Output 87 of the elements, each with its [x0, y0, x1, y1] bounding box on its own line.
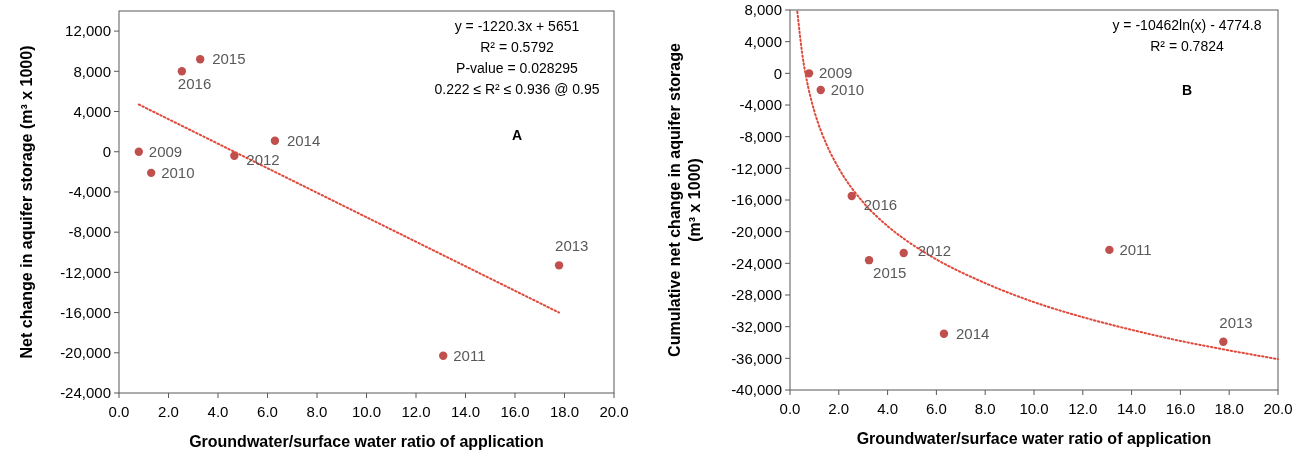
annotation: 2012: [246, 150, 280, 168]
y-tick-label: 4,000: [73, 102, 111, 120]
point: [270, 136, 280, 145]
annotation: 0.222 ≤ R² ≤ 0.936 @ 0.95: [434, 81, 600, 97]
annotation: y = -10462ln(x) - 4774.8: [1112, 17, 1262, 33]
annotation: 2016: [177, 75, 212, 93]
y-tick-label: 0: [773, 64, 782, 82]
annotation: y = -1220.3x + 5651: [454, 18, 580, 34]
x-tick-label: 10.0: [351, 403, 382, 420]
y-tick-label: -24,000: [731, 254, 782, 272]
y-tick-label: -20,000: [731, 222, 782, 240]
point: [816, 85, 825, 95]
point: [195, 55, 205, 64]
annotation: 2014: [955, 324, 990, 342]
y-tick-label: -12,000: [60, 263, 111, 281]
y-tick-label: -24,000: [60, 384, 111, 402]
annotation: 2011: [453, 346, 486, 364]
point: [554, 261, 564, 270]
x-tick-label: 12.0: [1068, 400, 1098, 417]
annotation: P-value = 0.028295: [456, 60, 579, 76]
annotation: 2013: [555, 237, 589, 255]
y-tick-label: -16,000: [60, 303, 111, 321]
y-tick-label: 0: [102, 142, 111, 160]
point: [1219, 337, 1228, 346]
x-tick-label: 4.0: [207, 403, 229, 420]
y-tick-label: -4,000: [68, 183, 111, 201]
x-tick-label: 14.0: [450, 403, 481, 420]
annotation: 2009: [148, 142, 183, 160]
y-tick-label: -8,000: [68, 223, 111, 241]
x-tick-label: 16.0: [1165, 400, 1195, 417]
point: [134, 147, 143, 156]
y-tick-label: 8,000: [744, 1, 782, 19]
point: [1105, 245, 1114, 255]
annotation: 2010: [161, 163, 195, 181]
y-tick-label: -12,000: [731, 159, 782, 177]
annotation: 2011: [1119, 240, 1152, 258]
x-tick-label: 12.0: [401, 403, 431, 420]
line-series: [796, 10, 1279, 361]
x-tick-label: 0.0: [779, 400, 801, 417]
x-tick-label: 8.0: [974, 400, 996, 417]
point: [439, 351, 448, 361]
y-tick-label: -4,000: [739, 96, 782, 114]
y-tick-label: 8,000: [73, 62, 111, 80]
x-axis-title: Groundwater/surface water ratio of application: [856, 430, 1212, 447]
annotation: 2014: [286, 131, 321, 149]
x-tick-label: 2.0: [158, 403, 179, 420]
point: [939, 329, 949, 338]
annotation: R² = 0.7824: [1150, 38, 1224, 54]
annotation: 2009: [819, 64, 853, 82]
x-tick-label: 6.0: [925, 400, 947, 417]
x-tick-label: 20.0: [1263, 400, 1293, 417]
point: [899, 248, 908, 258]
y-tick-label: -16,000: [731, 191, 782, 209]
x-tick-label: 8.0: [306, 403, 328, 420]
point: [146, 168, 156, 178]
x-tick-label: 14.0: [1117, 400, 1147, 417]
y-tick-label: -20,000: [60, 344, 111, 362]
annotation: 2016: [863, 196, 898, 214]
annotation: 2013: [1219, 313, 1253, 331]
x-tick-label: 6.0: [257, 403, 278, 420]
y-axis-title: Cumulative net change in aquifer storage (m³ x 1000): [666, 42, 703, 357]
y-tick-label: 4,000: [744, 32, 782, 50]
x-tick-label: 18.0: [1214, 400, 1244, 417]
annotation: 2015: [873, 264, 907, 282]
x-tick-label: 16.0: [500, 403, 530, 420]
annotation: A: [511, 127, 523, 143]
annotation: 2015: [212, 50, 246, 68]
y-tick-label: -36,000: [731, 349, 782, 367]
x-tick-label: 18.0: [549, 403, 580, 420]
y-tick-label: -8,000: [739, 127, 782, 145]
y-tick-label: -40,000: [731, 381, 782, 399]
y-tick-label: -28,000: [731, 286, 782, 304]
point: [847, 191, 856, 201]
annotation: R² = 0.5792: [480, 39, 554, 55]
y-tick-label: -32,000: [731, 317, 782, 335]
x-tick-label: 10.0: [1019, 400, 1049, 417]
point: [177, 67, 187, 76]
x-tick-label: 4.0: [877, 400, 899, 417]
y-tick-label: 12,000: [65, 22, 111, 40]
point: [864, 255, 874, 265]
annotation: B: [1181, 82, 1193, 98]
annotation: 2010: [830, 80, 865, 98]
x-tick-label: 0.0: [108, 403, 130, 420]
y-axis-title: Net change in aquifer storage (m³ x 1000): [18, 45, 35, 359]
x-tick-label: 2.0: [828, 400, 850, 417]
x-tick-label: 20.0: [599, 403, 629, 420]
x-axis-title: Groundwater/surface water ratio of application: [189, 433, 544, 450]
